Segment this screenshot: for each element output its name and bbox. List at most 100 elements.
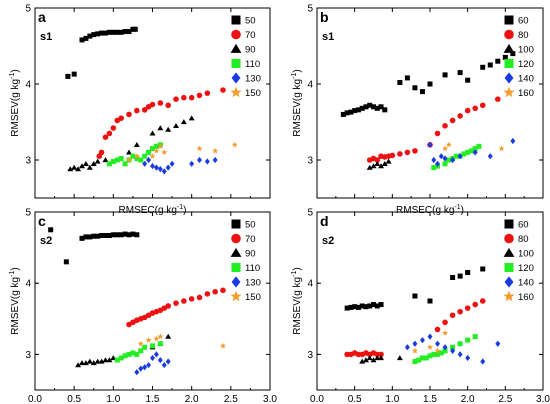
- data-point: [472, 146, 478, 152]
- data-point: [90, 160, 97, 166]
- data-point: [204, 158, 210, 165]
- panel-a: 3 4 5 RMSEV(g kg-1) RMSEC(g kg-1) a s1 50 70 90 11…: [9, 4, 271, 216]
- legend-marker: [503, 247, 515, 257]
- data-point: [446, 157, 452, 163]
- legend-label: 80: [518, 234, 529, 245]
- legend-label: 120: [518, 59, 534, 70]
- data-point: [434, 326, 441, 333]
- data-point: [157, 166, 163, 173]
- data-point: [442, 155, 448, 162]
- data-point: [122, 161, 128, 167]
- legend-label: 150: [245, 88, 261, 99]
- data-point: [196, 294, 203, 301]
- data-point: [457, 113, 463, 119]
- data-point: [106, 130, 113, 137]
- data-point: [231, 141, 238, 148]
- legend-marker: [504, 29, 514, 40]
- y-tick-label: 4: [307, 279, 313, 290]
- data-point: [464, 305, 471, 311]
- data-point: [138, 157, 144, 163]
- data-point: [118, 232, 124, 238]
- data-point: [427, 81, 433, 87]
- data-point: [212, 156, 218, 164]
- data-point: [479, 298, 486, 304]
- panel-b: 3 4 5 RMSEV(g kg-1) RMSEC(g kg-1) b s1 60 80 100 1…: [291, 4, 544, 216]
- data-point: [435, 160, 441, 167]
- data-point: [363, 304, 369, 310]
- series-100: [366, 158, 392, 170]
- data-point: [90, 360, 97, 366]
- data-point: [427, 353, 433, 359]
- data-point: [359, 105, 365, 111]
- data-point: [173, 300, 179, 306]
- data-point: [472, 334, 478, 340]
- data-point: [138, 348, 144, 354]
- legend-marker: [504, 263, 514, 272]
- series-110: [114, 341, 163, 363]
- data-point: [79, 360, 85, 366]
- series-50: [65, 26, 138, 79]
- data-point: [102, 134, 109, 140]
- data-point: [426, 344, 434, 350]
- data-point: [435, 340, 441, 347]
- y-tick-label: 3: [307, 156, 313, 167]
- legend-label: 110: [245, 59, 260, 70]
- data-point: [150, 354, 155, 362]
- data-point: [438, 153, 444, 160]
- legend-label: 60: [518, 220, 529, 231]
- y-tick-label: 5: [307, 208, 313, 219]
- data-point: [67, 166, 74, 172]
- data-point: [142, 153, 148, 159]
- data-point: [188, 296, 195, 302]
- y-tick-label: 5: [25, 4, 31, 15]
- data-point: [427, 141, 433, 148]
- data-point: [412, 85, 418, 91]
- data-point: [442, 348, 448, 354]
- data-point: [145, 336, 152, 343]
- data-point: [122, 231, 128, 237]
- data-point: [141, 107, 148, 113]
- series-150: [137, 333, 227, 349]
- data-point: [487, 62, 493, 68]
- data-point: [371, 302, 376, 308]
- data-point: [146, 156, 152, 164]
- data-point: [465, 149, 471, 155]
- data-point: [110, 232, 116, 238]
- data-point: [122, 353, 128, 359]
- data-point: [480, 266, 486, 272]
- data-point: [75, 362, 82, 368]
- x-tick-label: 0.5: [67, 394, 81, 404]
- series-60: [340, 51, 516, 117]
- data-point: [427, 298, 433, 304]
- data-point: [220, 87, 226, 93]
- data-point: [479, 102, 486, 109]
- data-point: [472, 105, 479, 112]
- data-point: [86, 164, 93, 170]
- x-tick-label: 0.0: [28, 394, 42, 404]
- data-point: [83, 234, 89, 240]
- data-point: [412, 293, 418, 299]
- data-point: [480, 358, 486, 365]
- data-point: [359, 358, 366, 364]
- data-point: [450, 275, 456, 281]
- data-point: [355, 304, 361, 310]
- data-point: [114, 232, 120, 238]
- data-point: [188, 94, 195, 101]
- data-point: [157, 341, 163, 347]
- subset-label: s2: [40, 235, 52, 247]
- data-point: [153, 335, 160, 342]
- legend-label: 70: [245, 234, 256, 245]
- x-tick-label: 2.5: [224, 394, 238, 404]
- data-point: [461, 151, 467, 157]
- x-axis-label: RMSEC(g kg-1): [119, 204, 187, 216]
- legend-marker: [504, 276, 514, 288]
- x-tick-label: 1.0: [106, 394, 120, 404]
- data-point: [449, 312, 456, 319]
- data-point: [134, 369, 140, 376]
- y-axis-label: RMSEV(g kg-1): [291, 267, 303, 334]
- data-point: [472, 149, 478, 156]
- y-tick-label: 5: [307, 4, 313, 15]
- data-point: [91, 32, 97, 38]
- x-tick-label: 1.5: [423, 394, 437, 404]
- legend-label: 80: [518, 30, 529, 41]
